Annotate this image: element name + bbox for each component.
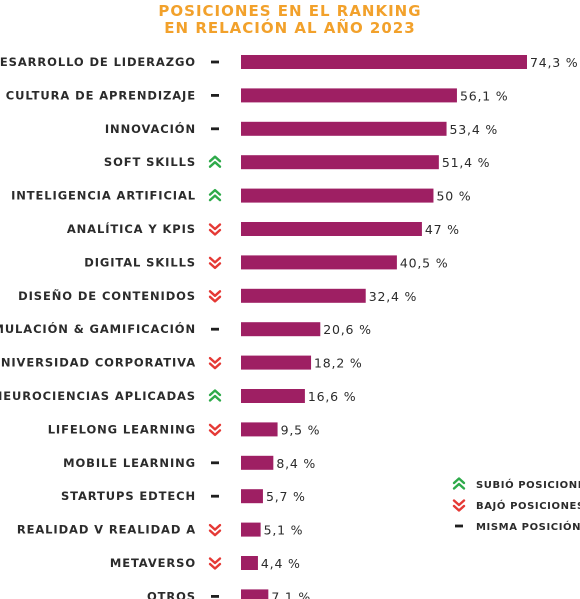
bar (241, 589, 269, 599)
category-label: METAVERSO (110, 556, 196, 570)
value-label: 4,4 % (261, 556, 301, 571)
category-label: SOFT SKILLS (104, 155, 196, 169)
legend-label: SUBIÓ POSICIONES (476, 478, 580, 491)
value-label: 50 % (436, 189, 471, 204)
down-chevron-icon (208, 557, 222, 570)
category-label: DESARROLLO DE LIDERAZGO (0, 55, 196, 69)
bar (241, 489, 263, 504)
bar (241, 88, 457, 103)
value-label: 5,1 % (264, 523, 304, 538)
down-chevron-icon (208, 256, 222, 270)
down-chevron-icon (208, 356, 222, 370)
value-label: 40,5 % (400, 255, 448, 270)
bar (241, 556, 258, 570)
down-chevron-icon (208, 223, 222, 236)
chart-title-line-2: EN RELACIÓN AL AÑO 2023 (164, 19, 416, 37)
dash-icon (211, 461, 219, 465)
dash-icon (211, 595, 219, 598)
category-label: OTROS (147, 589, 196, 599)
value-label: 56,1 % (460, 88, 508, 103)
category-label: DIGITAL SKILLS (84, 255, 196, 269)
up-chevron-icon (208, 389, 222, 402)
category-label: ANALÍTICA Y KPIS (67, 221, 196, 236)
dash-icon (211, 494, 219, 498)
value-label: 20,6 % (323, 322, 371, 337)
value-label: 51,4 % (442, 155, 490, 170)
value-label: 74,3 % (530, 55, 578, 70)
category-label: NEUROCIENCIAS APLICADAS (0, 389, 196, 403)
bar (241, 222, 422, 236)
category-label: REALIDAD V REALIDAD A (17, 523, 196, 537)
dash-icon (211, 94, 219, 97)
legend-label: BAJÓ POSICIONES (476, 499, 580, 512)
category-label: SIMULACIÓN & GAMIFICACIÓN (0, 321, 196, 336)
chart-title-line-1: POSICIONES EN EL RANKING (158, 2, 422, 20)
value-label: 32,4 % (369, 289, 417, 304)
category-label: INNOVACIÓN (105, 121, 196, 136)
category-label: DISEÑO DE CONTENIDOS (18, 288, 196, 303)
category-label: STARTUPS EDTECH (61, 489, 196, 503)
bar (241, 389, 305, 403)
bar (241, 522, 261, 537)
category-label: UNIVERSIDAD CORPORATIVA (0, 356, 196, 370)
up-chevron-icon (208, 188, 222, 202)
legend-same-icon (455, 524, 463, 528)
value-label: 53,4 % (450, 122, 498, 137)
category-label: INTELIGENCIA ARTIFICIAL (11, 189, 196, 203)
dash-icon (211, 327, 219, 331)
dash-icon (211, 127, 219, 131)
category-label: LIFELONG LEARNING (48, 422, 196, 436)
down-chevron-icon (208, 423, 222, 437)
dash-icon (211, 60, 219, 64)
bar (241, 288, 366, 303)
bar (241, 355, 312, 370)
category-label: MOBILE LEARNING (63, 456, 196, 470)
legend-up-icon (452, 477, 466, 490)
bar (241, 188, 434, 203)
bar (241, 322, 321, 337)
value-label: 7,1 % (271, 589, 311, 599)
bar (241, 422, 278, 437)
bar (241, 155, 439, 170)
value-label: 47 % (425, 222, 460, 237)
bar (241, 255, 397, 270)
bar (241, 121, 447, 136)
legend-label: MISMA POSICIÓN (476, 520, 580, 533)
up-chevron-icon (208, 155, 222, 168)
value-label: 8,4 % (276, 456, 316, 471)
bar (241, 455, 274, 470)
legend-down-icon (452, 499, 466, 512)
value-label: 18,2 % (314, 356, 362, 371)
bar (241, 55, 527, 69)
value-label: 9,5 % (281, 422, 321, 437)
value-label: 16,6 % (308, 389, 356, 404)
down-chevron-icon (208, 290, 222, 303)
value-label: 5,7 % (266, 489, 306, 504)
down-chevron-icon (208, 523, 222, 537)
category-label: CULTURA DE APRENDIZAJE (6, 88, 196, 102)
